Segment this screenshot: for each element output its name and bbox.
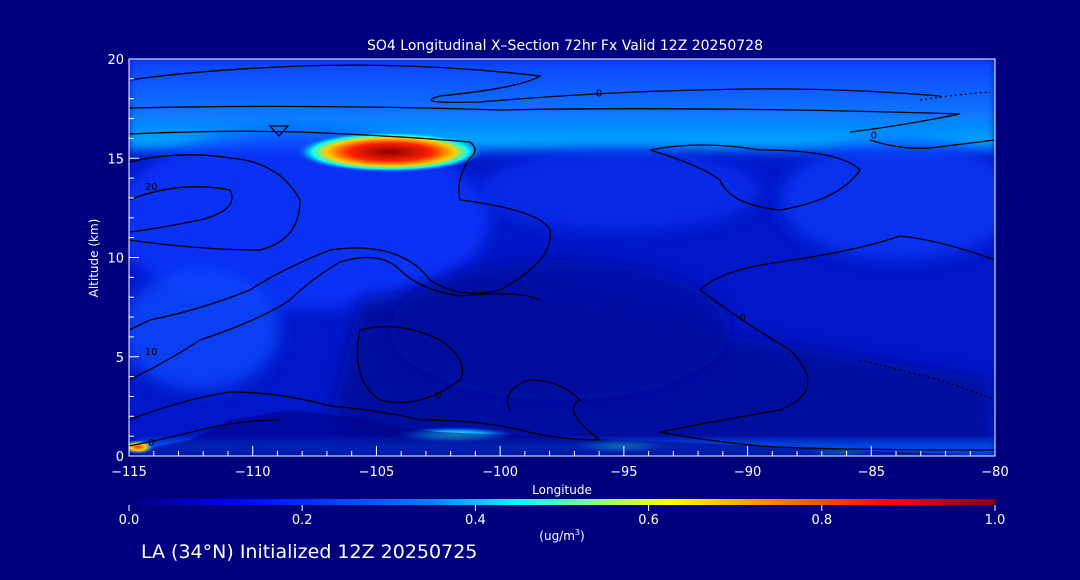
footer-init-label: LA (34°N) Initialized 12Z 20250725 — [141, 541, 478, 563]
colorbar-tick-label: 0.2 — [292, 513, 313, 528]
contour-lines — [129, 64, 995, 451]
contour-labels: 0 0 20 10 0 0 0 — [145, 89, 877, 449]
colorbar-ticks: 0.0 0.2 0.4 0.6 0.8 1.0 — [119, 505, 1006, 528]
y-axis-label: Altitude (km) — [87, 219, 101, 298]
y-tick-label: 0 — [116, 450, 124, 465]
x-tick-label: −105 — [359, 465, 395, 480]
x-tick-label: −85 — [858, 465, 885, 480]
x-axis: −115 −110 −105 −100 −95 −90 −85 −80 — [111, 446, 1009, 480]
chart-title: SO4 Longitudinal X–Section 72hr Fx Valid… — [367, 38, 763, 54]
x-tick-label: −80 — [981, 465, 1008, 480]
colorbar-tick-label: 1.0 — [985, 513, 1006, 528]
y-tick-label: 20 — [107, 53, 124, 68]
contour-label: 0 — [435, 390, 441, 401]
contour-label: 20 — [145, 182, 158, 193]
hotspot-upper — [298, 132, 482, 172]
contour-label: 0 — [739, 313, 745, 324]
y-tick-label: 10 — [107, 252, 124, 267]
colorbar-tick-label: 0.6 — [638, 513, 659, 528]
contour-label: 0 — [871, 130, 877, 141]
x-tick-label: −100 — [482, 465, 518, 480]
colorbar-unit-label: (ug/m3) — [539, 528, 584, 543]
y-tick-label: 5 — [116, 351, 124, 366]
x-tick-label: −95 — [610, 465, 637, 480]
heatmap-field: 0 0 20 10 0 0 0 — [129, 59, 995, 456]
colorbar-tick-label: 0.4 — [465, 513, 486, 528]
x-tick-label: −90 — [734, 465, 761, 480]
contour-label: 10 — [145, 347, 158, 358]
y-axis: 0 5 10 15 20 — [107, 53, 139, 465]
colorbar — [129, 499, 995, 505]
y-tick-label: 15 — [107, 152, 124, 167]
x-axis-label: Longitude — [532, 483, 592, 497]
x-tick-label: −110 — [235, 465, 271, 480]
x-tick-label: −115 — [111, 465, 147, 480]
colorbar-tick-label: 0.0 — [119, 513, 140, 528]
colorbar-tick-label: 0.8 — [811, 513, 832, 528]
contour-label: 0 — [148, 438, 154, 449]
contour-label: 0 — [596, 89, 602, 100]
hotspot-surface — [129, 440, 154, 454]
